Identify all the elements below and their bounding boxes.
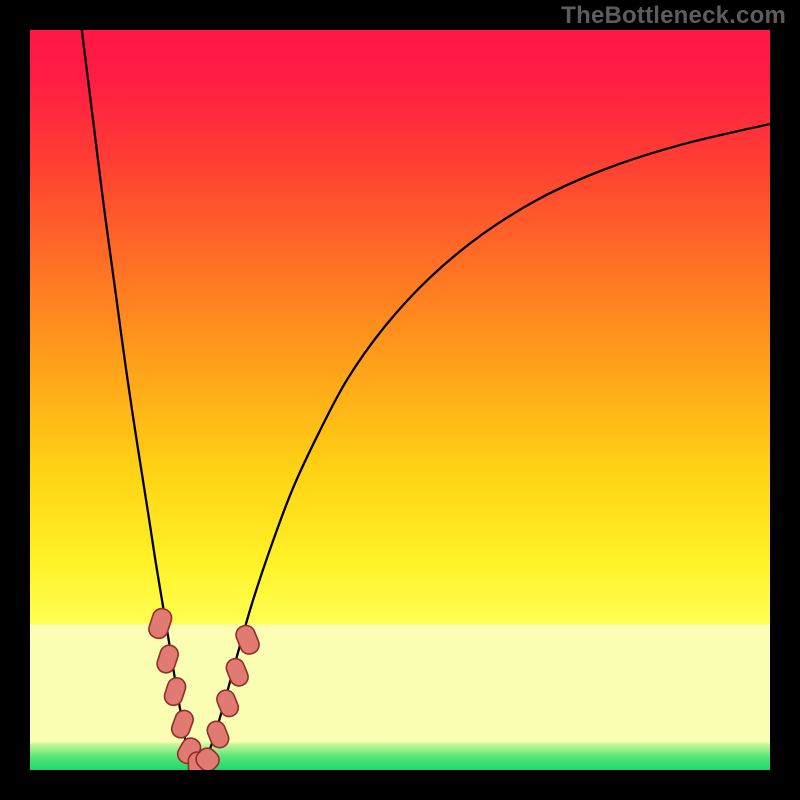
plot-area xyxy=(30,30,770,770)
gradient-background xyxy=(30,30,770,770)
plot-svg xyxy=(30,30,770,770)
watermark-text: TheBottleneck.com xyxy=(561,2,786,30)
